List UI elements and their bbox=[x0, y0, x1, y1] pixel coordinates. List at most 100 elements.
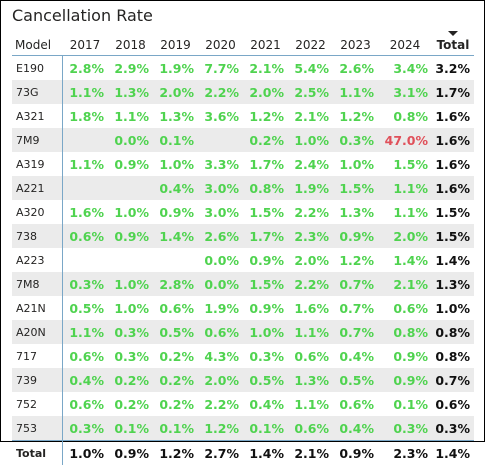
rate-cell[interactable]: 1.0% bbox=[288, 128, 333, 152]
model-cell[interactable]: A321 bbox=[12, 104, 62, 128]
rate-cell[interactable]: 2.8% bbox=[62, 56, 108, 81]
rate-cell[interactable]: 0.2% bbox=[108, 392, 153, 416]
row-total-cell[interactable]: 1.7% bbox=[432, 80, 474, 104]
rate-cell[interactable]: 0.1% bbox=[153, 128, 198, 152]
column-header-2019[interactable]: 2019 bbox=[153, 30, 198, 56]
rate-cell[interactable] bbox=[62, 248, 108, 272]
rate-cell[interactable]: 2.9% bbox=[108, 56, 153, 81]
rate-cell[interactable]: 1.6% bbox=[62, 200, 108, 224]
rate-cell[interactable]: 0.4% bbox=[243, 392, 288, 416]
rate-cell[interactable]: 2.1% bbox=[378, 272, 432, 296]
rate-cell[interactable]: 0.5% bbox=[333, 368, 378, 392]
row-total-cell[interactable]: 1.3% bbox=[432, 272, 474, 296]
rate-cell[interactable]: 2.6% bbox=[333, 56, 378, 81]
model-cell[interactable]: 717 bbox=[12, 344, 62, 368]
rate-cell[interactable]: 1.3% bbox=[108, 80, 153, 104]
rate-cell[interactable]: 2.2% bbox=[198, 80, 243, 104]
column-header-total[interactable]: Total bbox=[432, 30, 474, 56]
total-cell[interactable]: 0.9% bbox=[108, 441, 153, 465]
rate-cell[interactable]: 0.2% bbox=[243, 128, 288, 152]
rate-cell[interactable]: 3.1% bbox=[378, 80, 432, 104]
rate-cell[interactable]: 0.6% bbox=[333, 392, 378, 416]
rate-cell[interactable]: 0.9% bbox=[153, 200, 198, 224]
rate-cell[interactable]: 1.0% bbox=[108, 296, 153, 320]
rate-cell[interactable]: 1.1% bbox=[378, 200, 432, 224]
column-header-2022[interactable]: 2022 bbox=[288, 30, 333, 56]
rate-cell[interactable]: 1.1% bbox=[62, 320, 108, 344]
row-total-cell[interactable]: 1.6% bbox=[432, 152, 474, 176]
rate-cell[interactable] bbox=[153, 248, 198, 272]
rate-cell[interactable]: 1.1% bbox=[288, 320, 333, 344]
rate-cell[interactable]: 2.8% bbox=[153, 272, 198, 296]
rate-cell[interactable]: 0.6% bbox=[288, 344, 333, 368]
rate-cell[interactable]: 1.9% bbox=[198, 296, 243, 320]
rate-cell[interactable]: 3.4% bbox=[378, 56, 432, 81]
rate-cell[interactable]: 4.3% bbox=[198, 344, 243, 368]
column-header-model[interactable]: Model bbox=[12, 30, 62, 56]
rate-cell[interactable]: 2.6% bbox=[198, 224, 243, 248]
rate-cell[interactable]: 0.6% bbox=[198, 320, 243, 344]
row-total-cell[interactable]: 0.3% bbox=[432, 416, 474, 441]
rate-cell[interactable]: 0.9% bbox=[108, 152, 153, 176]
rate-cell[interactable]: 47.0% bbox=[378, 128, 432, 152]
model-cell[interactable]: A20N bbox=[12, 320, 62, 344]
rate-cell[interactable]: 2.1% bbox=[243, 56, 288, 81]
rate-cell[interactable]: 0.7% bbox=[333, 296, 378, 320]
row-total-cell[interactable]: 0.8% bbox=[432, 320, 474, 344]
rate-cell[interactable]: 1.1% bbox=[378, 176, 432, 200]
rate-cell[interactable]: 0.2% bbox=[153, 344, 198, 368]
rate-cell[interactable]: 0.0% bbox=[198, 272, 243, 296]
rate-cell[interactable]: 0.7% bbox=[333, 320, 378, 344]
rate-cell[interactable]: 1.4% bbox=[378, 248, 432, 272]
rate-cell[interactable]: 0.6% bbox=[62, 392, 108, 416]
rate-cell[interactable]: 5.4% bbox=[288, 56, 333, 81]
rate-cell[interactable]: 3.0% bbox=[198, 176, 243, 200]
rate-cell[interactable]: 1.1% bbox=[62, 152, 108, 176]
model-cell[interactable]: 752 bbox=[12, 392, 62, 416]
rate-cell[interactable]: 1.0% bbox=[243, 320, 288, 344]
rate-cell[interactable] bbox=[198, 128, 243, 152]
rate-cell[interactable]: 1.9% bbox=[153, 56, 198, 81]
rate-cell[interactable]: 1.0% bbox=[108, 200, 153, 224]
rate-cell[interactable]: 0.9% bbox=[378, 368, 432, 392]
rate-cell[interactable]: 0.1% bbox=[153, 416, 198, 441]
rate-cell[interactable]: 0.3% bbox=[378, 416, 432, 441]
rate-cell[interactable]: 1.5% bbox=[333, 176, 378, 200]
rate-cell[interactable]: 0.8% bbox=[378, 320, 432, 344]
rate-cell[interactable]: 2.2% bbox=[198, 392, 243, 416]
rate-cell[interactable]: 2.1% bbox=[288, 104, 333, 128]
row-total-cell[interactable]: 0.6% bbox=[432, 392, 474, 416]
model-cell[interactable]: 7M9 bbox=[12, 128, 62, 152]
rate-cell[interactable]: 1.2% bbox=[198, 416, 243, 441]
rate-cell[interactable]: 0.2% bbox=[108, 368, 153, 392]
rate-cell[interactable]: 0.3% bbox=[108, 320, 153, 344]
rate-cell[interactable]: 1.2% bbox=[243, 104, 288, 128]
rate-cell[interactable]: 2.0% bbox=[153, 80, 198, 104]
rate-cell[interactable]: 1.1% bbox=[288, 392, 333, 416]
total-cell[interactable]: 1.0% bbox=[62, 441, 108, 465]
rate-cell[interactable]: 2.0% bbox=[198, 368, 243, 392]
column-header-2024[interactable]: 2024 bbox=[378, 30, 432, 56]
row-total-cell[interactable]: 1.0% bbox=[432, 296, 474, 320]
rate-cell[interactable]: 7.7% bbox=[198, 56, 243, 81]
rate-cell[interactable]: 1.6% bbox=[288, 296, 333, 320]
rate-cell[interactable]: 0.4% bbox=[62, 368, 108, 392]
rate-cell[interactable]: 0.3% bbox=[108, 344, 153, 368]
model-cell[interactable]: A223 bbox=[12, 248, 62, 272]
rate-cell[interactable]: 0.9% bbox=[378, 344, 432, 368]
rate-cell[interactable]: 0.6% bbox=[288, 416, 333, 441]
rate-cell[interactable]: 1.3% bbox=[333, 200, 378, 224]
rate-cell[interactable]: 0.1% bbox=[243, 416, 288, 441]
total-cell[interactable]: 1.4% bbox=[243, 441, 288, 465]
model-cell[interactable]: 7M8 bbox=[12, 272, 62, 296]
